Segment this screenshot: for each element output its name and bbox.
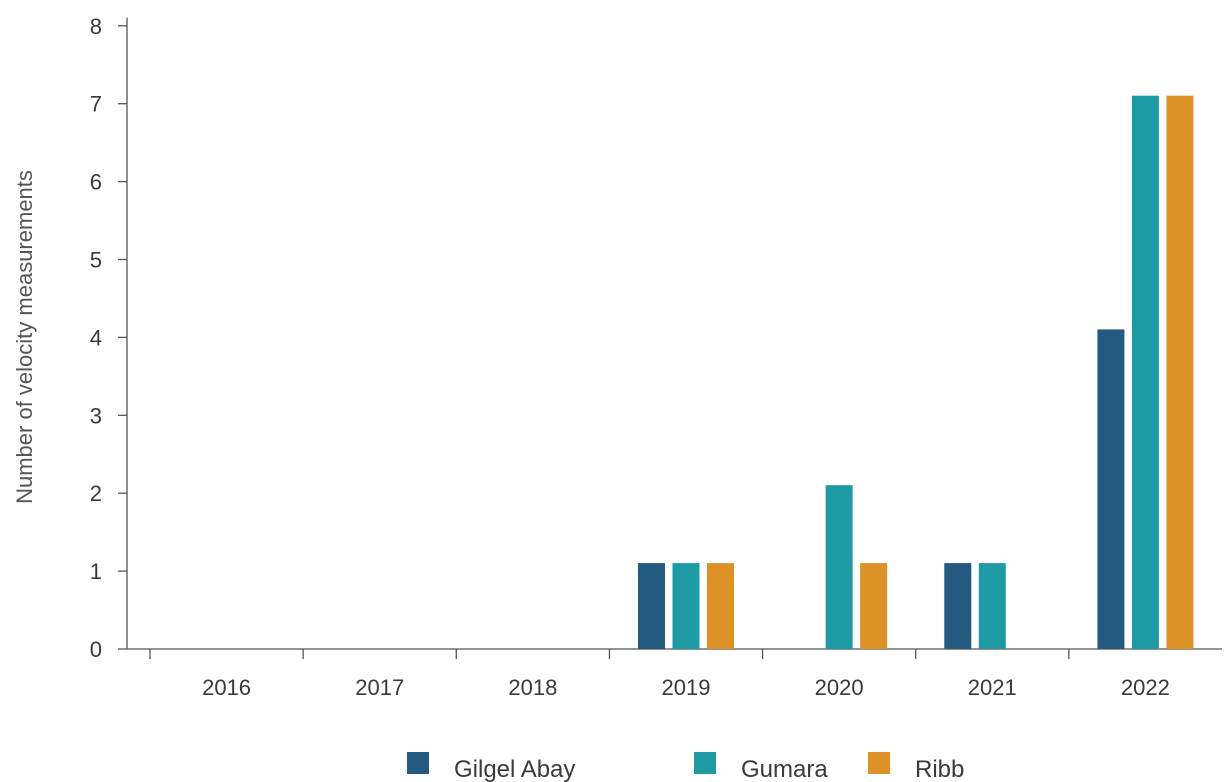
x-tick-label: 2019 — [662, 675, 711, 700]
bar — [707, 563, 734, 649]
legend-label: Gumara — [741, 756, 828, 782]
bar — [1132, 96, 1159, 649]
y-tick-label: 1 — [90, 559, 102, 584]
x-tick-label: 2020 — [815, 675, 864, 700]
legend-swatch — [407, 752, 429, 774]
y-tick-label: 0 — [90, 637, 102, 662]
y-tick-label: 5 — [90, 248, 102, 273]
bar — [860, 563, 887, 649]
legend-swatch — [868, 752, 890, 774]
y-tick-label: 2 — [90, 481, 102, 506]
bar — [673, 563, 700, 649]
x-tick-label: 2021 — [968, 675, 1017, 700]
y-tick-label: 6 — [90, 170, 102, 195]
y-tick-label: 7 — [90, 92, 102, 117]
x-tick-label: 2022 — [1121, 675, 1170, 700]
bar — [638, 563, 665, 649]
x-tick-label: 2018 — [508, 675, 557, 700]
x-tick-label: 2016 — [202, 675, 251, 700]
y-tick-label: 8 — [90, 14, 102, 39]
bar — [1166, 96, 1193, 649]
legend-swatch — [694, 752, 716, 774]
bar — [1097, 329, 1124, 649]
legend-label: Gilgel Abay — [454, 756, 575, 782]
bar — [979, 563, 1006, 649]
y-tick-label: 4 — [90, 325, 102, 350]
legend-label: Ribb — [915, 756, 964, 782]
bar — [944, 563, 971, 649]
x-tick-label: 2017 — [355, 675, 404, 700]
legend: Gilgel Abay Gumara Ribb — [407, 752, 964, 782]
y-tick-label: 3 — [90, 403, 102, 428]
y-axis-title: Number of velocity measurements — [12, 170, 37, 504]
bars — [638, 96, 1193, 649]
bar — [826, 485, 853, 649]
